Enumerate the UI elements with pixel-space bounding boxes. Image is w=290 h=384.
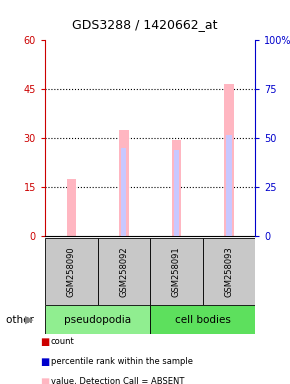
Text: pseudopodia: pseudopodia xyxy=(64,314,131,325)
Text: ■: ■ xyxy=(40,357,50,367)
Text: ■: ■ xyxy=(40,337,50,347)
Bar xyxy=(174,150,179,236)
Bar xyxy=(66,179,76,236)
Text: count: count xyxy=(51,337,75,346)
Text: cell bodies: cell bodies xyxy=(175,314,231,325)
Bar xyxy=(226,135,231,236)
Bar xyxy=(45,305,150,334)
Text: GSM258093: GSM258093 xyxy=(224,246,233,297)
Bar xyxy=(150,238,203,305)
Bar xyxy=(97,238,150,305)
Text: ■: ■ xyxy=(40,377,50,384)
Text: percentile rank within the sample: percentile rank within the sample xyxy=(51,357,193,366)
Text: GSM258090: GSM258090 xyxy=(67,247,76,297)
Bar xyxy=(172,140,181,236)
Text: GSM258092: GSM258092 xyxy=(119,247,128,297)
Text: value, Detection Call = ABSENT: value, Detection Call = ABSENT xyxy=(51,377,184,384)
Bar xyxy=(121,148,126,236)
Bar xyxy=(203,238,255,305)
Text: other: other xyxy=(6,314,37,325)
Text: ▶: ▶ xyxy=(25,314,33,325)
Bar xyxy=(45,238,97,305)
Bar xyxy=(150,305,255,334)
Bar xyxy=(224,84,234,236)
Text: GSM258091: GSM258091 xyxy=(172,247,181,297)
Text: GDS3288 / 1420662_at: GDS3288 / 1420662_at xyxy=(72,18,218,31)
Bar xyxy=(119,130,128,236)
